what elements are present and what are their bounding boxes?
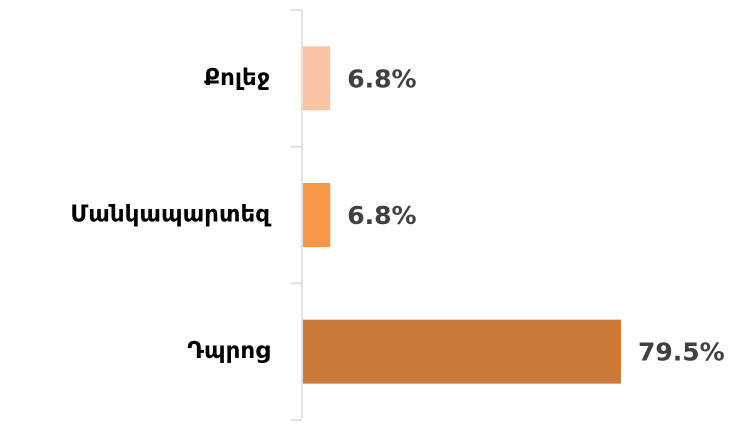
bar [303,183,331,247]
value-label: 6.8% [347,64,416,93]
category-label: Մանկապարտեզ [70,202,272,228]
category-label: Քոլեջ [204,65,270,91]
category-label: Դպրոց [187,338,270,364]
bar [303,319,621,384]
value-label: 79.5% [638,338,725,367]
value-label: 6.8% [347,201,416,230]
bar [303,46,331,111]
